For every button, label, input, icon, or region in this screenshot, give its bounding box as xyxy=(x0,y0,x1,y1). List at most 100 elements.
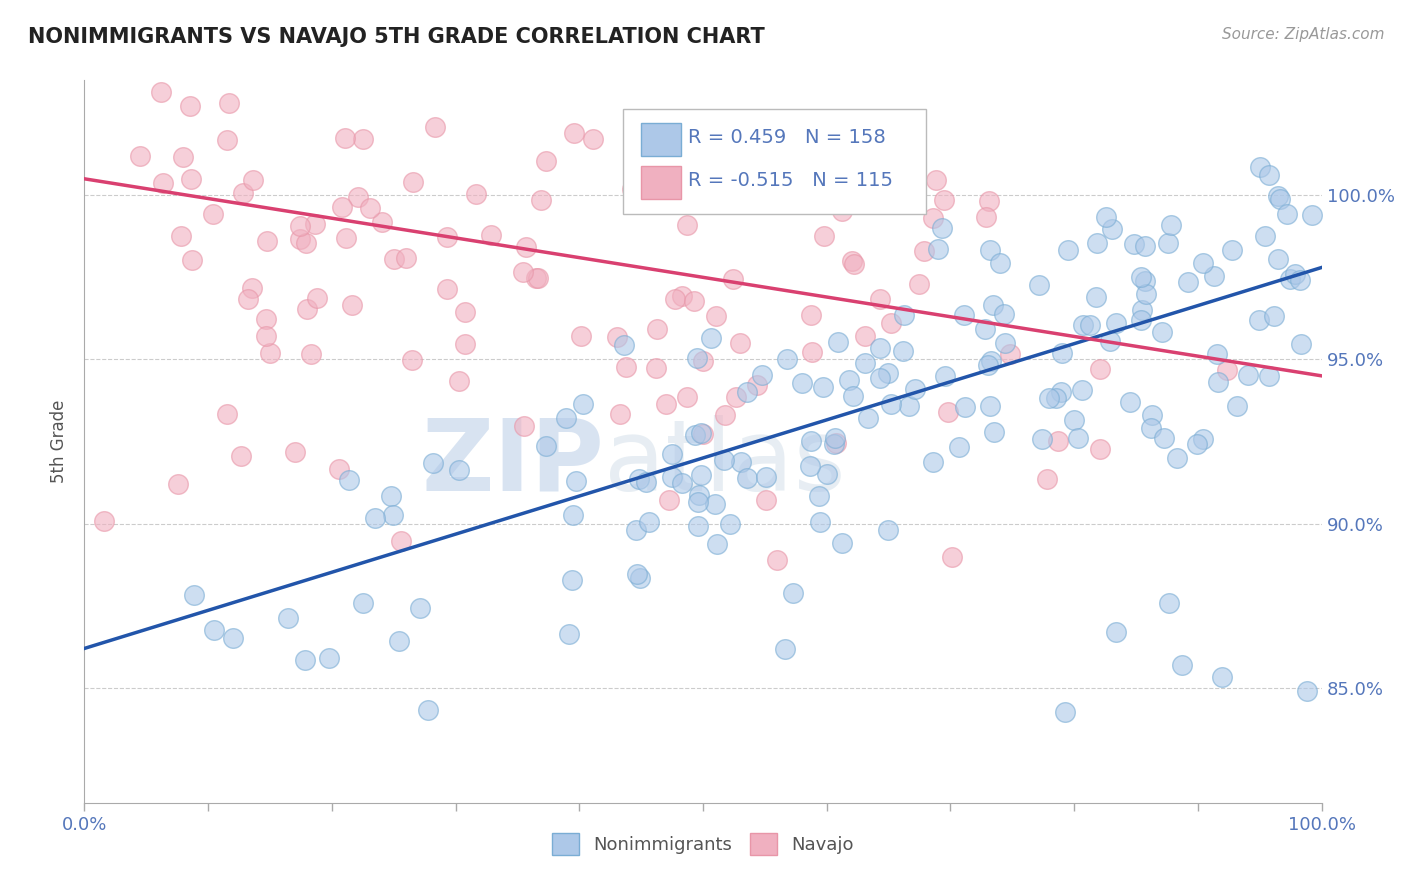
Point xyxy=(893,308,915,322)
Point xyxy=(217,132,239,146)
Point xyxy=(554,410,576,425)
Point xyxy=(751,368,773,382)
Point xyxy=(922,455,945,469)
Point xyxy=(735,384,758,399)
Point xyxy=(938,405,960,419)
Point xyxy=(689,426,711,441)
Point xyxy=(1101,222,1123,236)
Point xyxy=(1031,432,1053,446)
Point xyxy=(671,289,693,303)
Point xyxy=(853,328,876,343)
Point xyxy=(869,341,891,355)
Point xyxy=(232,186,254,200)
Point xyxy=(1135,287,1157,301)
Point xyxy=(558,627,581,641)
Point xyxy=(931,221,953,235)
Point xyxy=(831,536,853,550)
Point xyxy=(1157,595,1180,609)
Point xyxy=(328,461,350,475)
Point xyxy=(927,242,949,256)
Point xyxy=(449,375,471,389)
Point xyxy=(921,211,943,226)
Point xyxy=(979,399,1001,413)
Point xyxy=(340,298,363,312)
Point xyxy=(813,229,835,244)
Point xyxy=(167,477,190,491)
Point xyxy=(352,596,374,610)
Point xyxy=(706,536,728,550)
Point xyxy=(692,353,714,368)
Point xyxy=(1095,211,1118,225)
Point xyxy=(817,156,839,170)
Point xyxy=(1156,236,1178,251)
Point xyxy=(389,534,412,549)
Point xyxy=(222,632,245,646)
Point xyxy=(352,132,374,146)
Point xyxy=(527,271,550,285)
Point xyxy=(676,219,699,233)
Point xyxy=(941,549,963,564)
Point xyxy=(713,452,735,467)
Point xyxy=(229,449,252,463)
Point xyxy=(436,282,458,296)
Point xyxy=(202,207,225,221)
Point xyxy=(299,347,322,361)
Point xyxy=(453,337,475,351)
Point xyxy=(644,360,666,375)
Point xyxy=(842,257,865,271)
Point xyxy=(980,354,1002,368)
Point xyxy=(256,234,278,248)
Point xyxy=(827,334,849,349)
Point xyxy=(569,329,592,343)
Point xyxy=(1275,207,1298,221)
Point xyxy=(776,352,799,367)
Point xyxy=(422,456,444,470)
Point xyxy=(1206,375,1229,389)
Point xyxy=(571,397,593,411)
Point xyxy=(1050,346,1073,360)
Point xyxy=(1119,395,1142,409)
Point xyxy=(582,131,605,145)
Point xyxy=(1071,318,1094,332)
Point xyxy=(628,570,651,584)
Point xyxy=(807,489,830,503)
Point xyxy=(609,407,631,421)
Point xyxy=(1038,391,1060,405)
Point xyxy=(981,298,1004,312)
Point xyxy=(326,42,349,56)
Point xyxy=(730,455,752,469)
Point xyxy=(728,336,751,351)
FancyBboxPatch shape xyxy=(641,123,681,156)
Point xyxy=(998,347,1021,361)
Point xyxy=(755,470,778,484)
Point xyxy=(217,407,239,421)
Point xyxy=(1140,421,1163,435)
Point xyxy=(183,588,205,602)
Point xyxy=(290,219,312,233)
Point xyxy=(242,173,264,187)
Point xyxy=(149,85,172,99)
Point xyxy=(686,351,709,366)
Point xyxy=(877,523,900,537)
Point xyxy=(671,476,693,491)
Point xyxy=(318,651,340,665)
Point xyxy=(685,427,707,442)
Point xyxy=(804,184,827,198)
Y-axis label: 5th Grade: 5th Grade xyxy=(51,400,69,483)
Point xyxy=(259,345,281,359)
Point xyxy=(979,194,1001,208)
Point xyxy=(295,302,318,317)
Point xyxy=(838,373,860,387)
Point xyxy=(1056,243,1078,257)
Point xyxy=(1192,255,1215,269)
Point xyxy=(869,293,891,307)
Point xyxy=(912,244,935,259)
Point xyxy=(333,131,356,145)
Point xyxy=(1226,399,1249,413)
Point xyxy=(152,176,174,190)
Point xyxy=(1171,657,1194,672)
Point xyxy=(534,154,557,169)
Point xyxy=(811,380,834,394)
Point xyxy=(449,463,471,477)
Point xyxy=(853,355,876,369)
